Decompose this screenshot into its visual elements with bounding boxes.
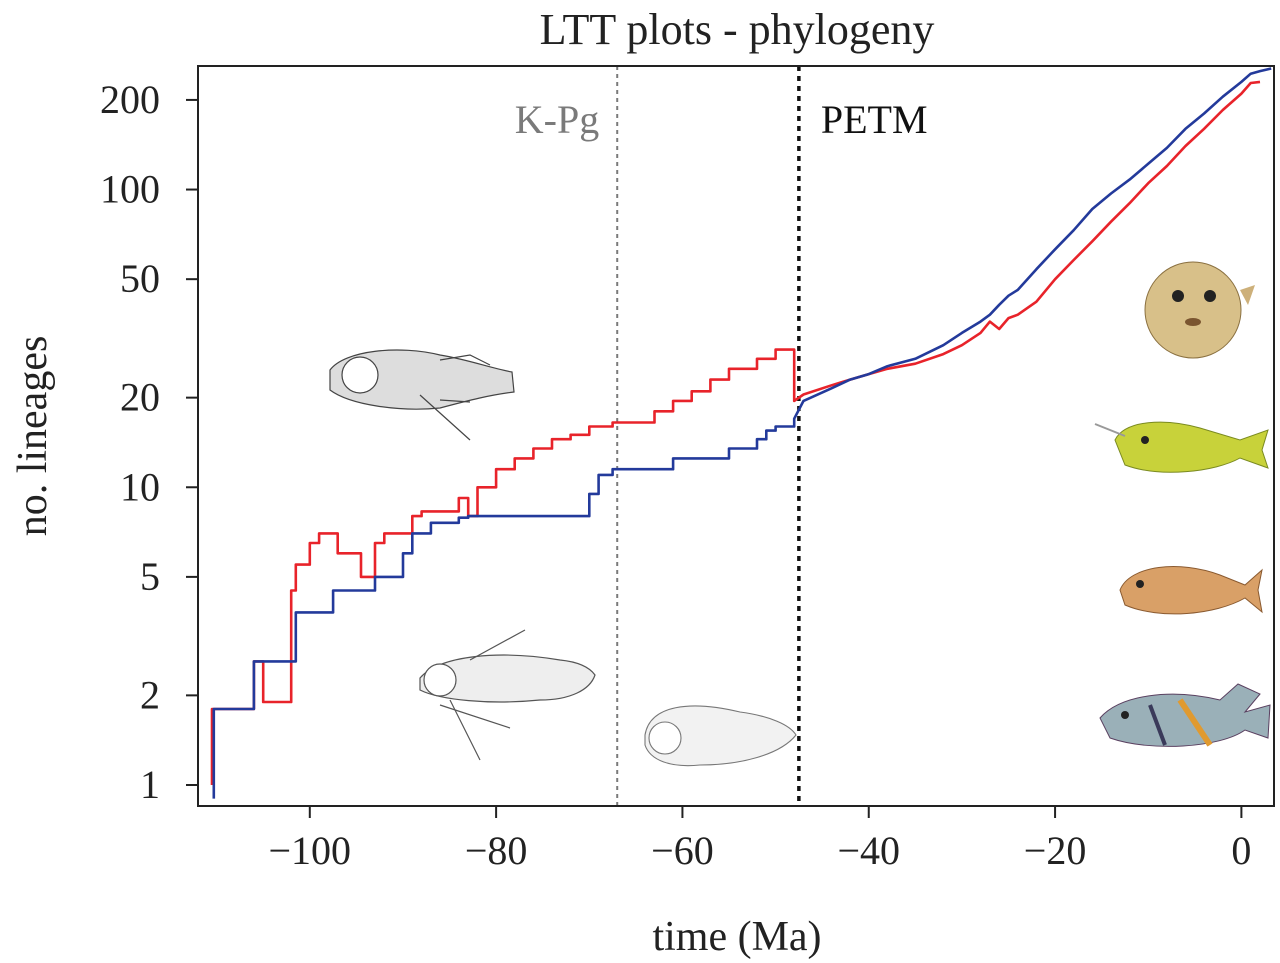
pufferfish-icon bbox=[1144, 261, 1255, 359]
x-tick-label: −80 bbox=[465, 828, 528, 873]
y-tick-label: 20 bbox=[120, 375, 160, 420]
event-label-petm: PETM bbox=[821, 97, 928, 142]
y-tick-label: 100 bbox=[100, 167, 160, 212]
y-tick-label: 2 bbox=[140, 672, 160, 717]
fossil-fish-illustration-upper bbox=[329, 349, 515, 441]
cowfish-icon bbox=[1094, 421, 1269, 473]
fossil-fish-illustration-lower bbox=[419, 629, 596, 761]
x-tick-label: −60 bbox=[651, 828, 714, 873]
event-label-k-pg: K-Pg bbox=[515, 97, 599, 142]
series-line-red bbox=[210, 80, 1261, 785]
y-axis-label: no. lineages bbox=[10, 336, 56, 537]
fossil-fish-illustration-middle bbox=[644, 705, 797, 767]
plot-frame bbox=[197, 65, 1275, 807]
y-tick-label: 1 bbox=[140, 762, 160, 807]
y-tick-label: 5 bbox=[140, 554, 160, 599]
x-tick-label: −100 bbox=[269, 828, 352, 873]
axis-ticks: −100 −80 −60 −40 −20 0 1 2 5 10 20 50 100 200 bbox=[100, 77, 1251, 873]
x-tick-label: −20 bbox=[1024, 828, 1087, 873]
y-tick-label: 50 bbox=[120, 256, 160, 301]
triggerfish-icon bbox=[1099, 683, 1271, 747]
series-lines bbox=[210, 67, 1272, 799]
x-axis-label: time (Ma) bbox=[652, 914, 821, 960]
series-line-blue bbox=[212, 67, 1272, 799]
x-tick-label: −40 bbox=[837, 828, 900, 873]
chart-title: LTT plots - phylogeny bbox=[540, 5, 935, 54]
x-tick-label: 0 bbox=[1231, 828, 1251, 873]
y-tick-label: 10 bbox=[120, 464, 160, 509]
boxfish-icon bbox=[1119, 566, 1263, 615]
y-tick-label: 200 bbox=[100, 77, 160, 122]
event-lines: K-Pg PETM bbox=[515, 66, 928, 806]
